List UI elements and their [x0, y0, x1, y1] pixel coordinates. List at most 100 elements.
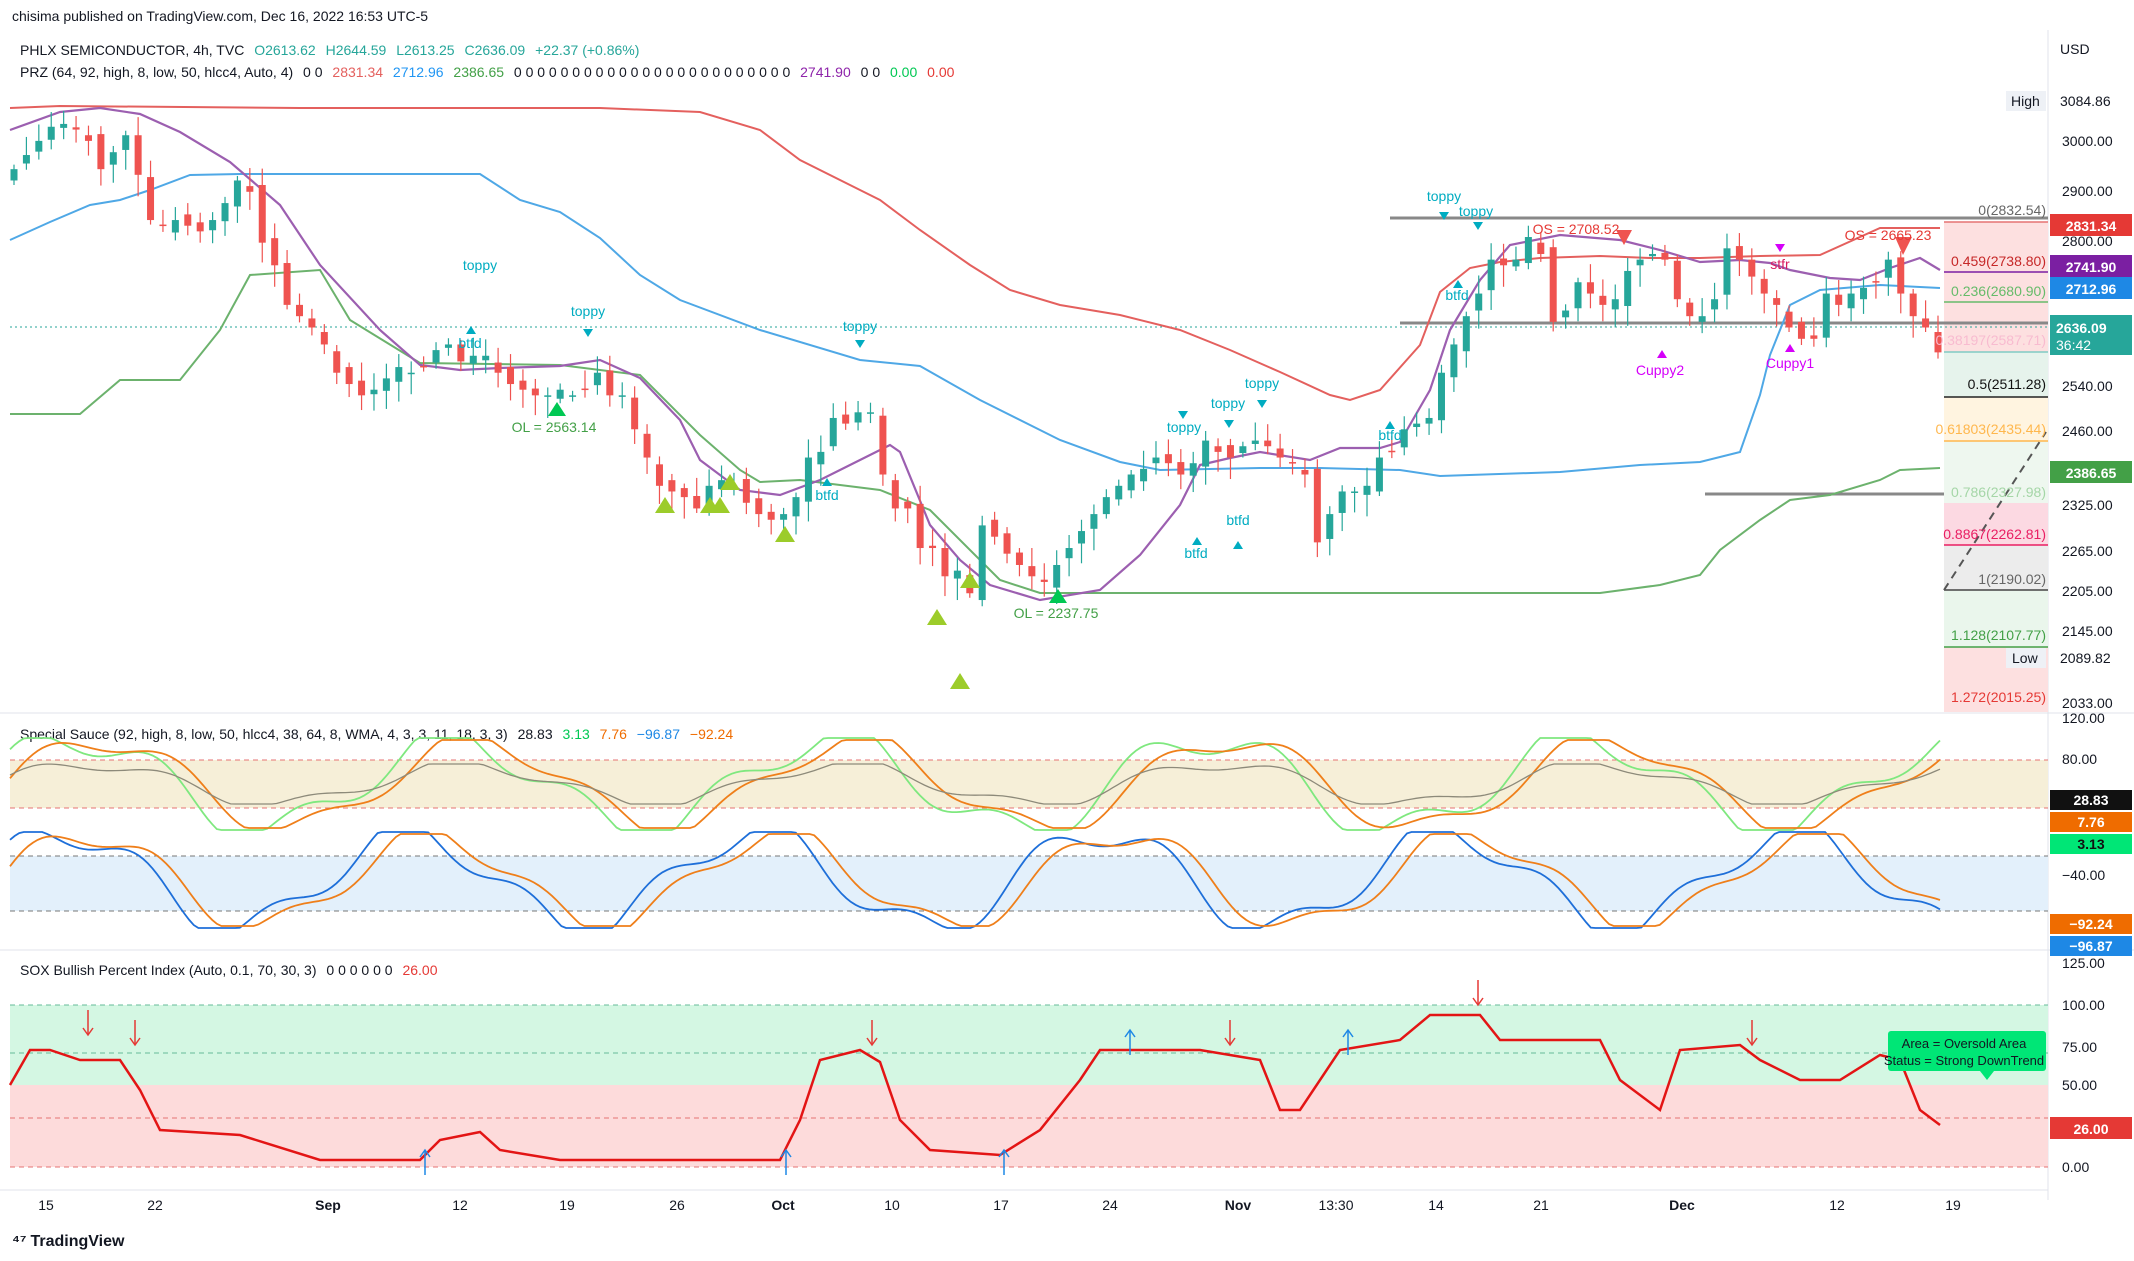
candle-body: [1872, 281, 1880, 283]
candle-body: [978, 525, 986, 601]
cuppy-marker-icon: [1775, 244, 1785, 252]
bull-triangle: [710, 497, 730, 513]
candle-body: [469, 355, 477, 364]
candle-body: [420, 365, 428, 368]
last-price-text: 2636.09: [2056, 320, 2107, 336]
price-legend[interactable]: PHLX SEMICONDUCTOR, 4h, TVC O2613.62 H26…: [20, 42, 639, 58]
sox-up-arrow-icon: [1124, 1028, 1136, 1038]
sox-up-arrow-icon: [998, 1148, 1010, 1158]
candle-body: [916, 503, 924, 549]
candle-body: [345, 367, 353, 385]
time-tick: Dec: [1669, 1197, 1695, 1213]
sox-down-arrow-icon: [866, 1037, 878, 1047]
btfd-marker-icon: [1453, 280, 1463, 288]
annotation-os2: OS = 2665.23: [1845, 227, 1932, 243]
low-tag-text: Low: [2012, 650, 2039, 666]
candle-body: [97, 134, 105, 170]
candle-body: [1735, 246, 1743, 260]
annotation-cuppy1: Cuppy1: [1766, 355, 1814, 371]
candle-body: [581, 388, 589, 391]
candle-body: [1686, 302, 1694, 317]
price-tick: 2325.00: [2062, 497, 2113, 513]
time-tick: Oct: [771, 1197, 795, 1213]
candle-body: [1624, 270, 1632, 307]
sauce-tag-c-text: 3.13: [2077, 836, 2104, 852]
sox-up-arrow-icon: [1342, 1028, 1354, 1038]
low-value: L2613.25: [396, 42, 455, 58]
fib-zone-05: [1944, 352, 2048, 397]
candle-body: [1611, 299, 1619, 310]
price-tick: 2540.00: [2062, 378, 2113, 394]
candle-body: [395, 367, 403, 382]
time-tick: Sep: [315, 1197, 341, 1213]
candle-body: [358, 380, 366, 396]
annotation-toppy: toppy: [571, 303, 605, 319]
candle-body: [569, 395, 577, 397]
candle-body: [904, 501, 912, 509]
price-axis[interactable]: USD 3000.00 2900.00 2800.00 2540.00 2460.00 23…: [38, 41, 2132, 1213]
toppy-marker-icon: [583, 329, 593, 337]
candle-body: [1090, 514, 1098, 529]
sox-label: SOX Bullish Percent Index (Auto, 0.1, 70…: [20, 962, 317, 978]
candle-body: [1400, 429, 1408, 448]
sox-down-arrow-icon: [1746, 1037, 1758, 1047]
candle-body: [1189, 463, 1197, 476]
candle-body: [1673, 260, 1681, 300]
sauce-v5: −92.24: [689, 726, 734, 742]
annotation-toppy: toppy: [463, 257, 497, 273]
candle-body: [22, 155, 30, 164]
candle-body: [1425, 417, 1433, 424]
candle-body: [1500, 258, 1508, 266]
candle-body: [1028, 566, 1036, 577]
sox-legend[interactable]: SOX Bullish Percent Index (Auto, 0.1, 70…: [20, 962, 444, 978]
fib-label: 0.5(2511.28): [1968, 376, 2046, 392]
candle-body: [1040, 579, 1048, 582]
candle-body: [47, 126, 55, 140]
candle-body: [432, 350, 440, 363]
low-value-text: 2089.82: [2060, 650, 2111, 666]
candle-body: [1822, 293, 1830, 338]
last-price-tag: [2050, 315, 2132, 355]
sox-tick: 0.00: [2062, 1159, 2089, 1175]
candle-body: [655, 464, 663, 486]
time-tick: 26: [669, 1197, 685, 1213]
annotation-ol2: OL = 2237.75: [1014, 605, 1099, 621]
time-tick: 22: [147, 1197, 163, 1213]
candle-body: [1301, 469, 1309, 475]
ol-marker: [1049, 589, 1067, 603]
status-box-pointer: [1980, 1071, 1994, 1080]
candle-body: [72, 127, 80, 130]
fib-label: 0.786(2327.98): [1951, 484, 2046, 500]
candle-body: [767, 511, 775, 520]
candle-body: [370, 389, 378, 395]
candle-body: [258, 184, 266, 243]
sauce-tag-b-text: 7.76: [2077, 814, 2104, 830]
candle-body: [705, 485, 713, 510]
annotation-toppy: toppy: [843, 318, 877, 334]
candle-body: [1264, 440, 1272, 447]
time-tick: 12: [1829, 1197, 1845, 1213]
toppy-marker-icon: [1473, 222, 1483, 230]
prz-legend[interactable]: PRZ (64, 92, high, 8, low, 50, hlcc4, Au…: [20, 64, 954, 80]
prz-zeros3: 0 0: [860, 64, 881, 80]
sauce-slow-line: [9, 739, 1941, 829]
candle-body: [1649, 253, 1657, 257]
sauce-legend[interactable]: Special Sauce (92, high, 8, low, 50, hlc…: [20, 726, 739, 742]
candle-body: [1797, 321, 1805, 339]
candle-body: [556, 389, 564, 399]
candle-body: [1860, 287, 1868, 300]
candle-body: [829, 417, 837, 447]
price-tag-2831-text: 2831.34: [2066, 218, 2117, 234]
candle-body: [1922, 318, 1930, 328]
candle-body: [643, 433, 651, 458]
candle-body: [755, 498, 763, 515]
candle-body: [854, 412, 862, 423]
price-tag-2741: [2050, 255, 2132, 277]
candle-body: [196, 222, 204, 232]
candle-body: [209, 220, 217, 231]
sauce-tag-d: [2050, 914, 2132, 934]
annotation-toppy: toppy: [1459, 203, 1493, 219]
high-value: H2644.59: [325, 42, 387, 58]
sauce-tag-d-text: −92.24: [2069, 916, 2112, 932]
